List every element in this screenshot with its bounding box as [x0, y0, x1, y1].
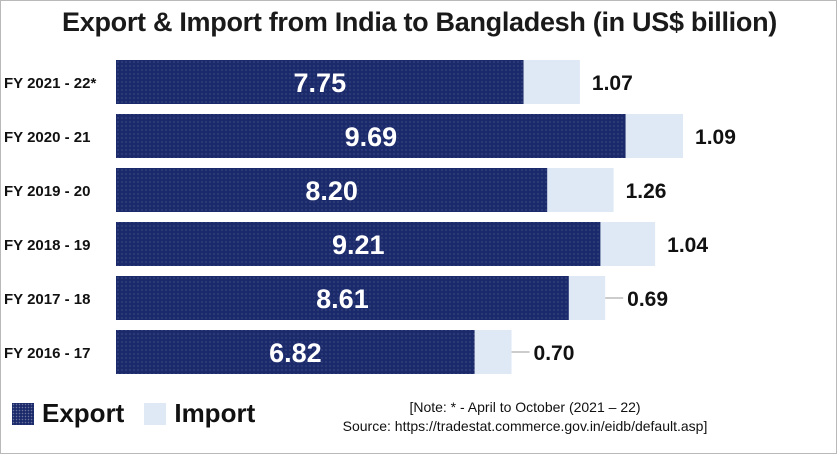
import-bar [547, 168, 614, 212]
import-bar [523, 60, 580, 104]
note-line: [Note: * - April to October (2021 – 22) [409, 399, 641, 415]
export-value-label: 8.20 [305, 176, 358, 206]
import-bar [474, 330, 512, 374]
source-note: [Note: * - April to October (2021 – 22) … [330, 398, 720, 436]
import-bar [625, 114, 684, 158]
export-value-label: 7.75 [294, 68, 347, 98]
category-label: FY 2021 - 22* [4, 75, 96, 92]
import-bar [600, 222, 656, 266]
import-value-label: 0.70 [534, 342, 575, 365]
legend-label-import: Import [174, 398, 256, 428]
export-value-label: 6.82 [269, 338, 322, 368]
chart-title: Export & Import from India to Bangladesh… [62, 7, 777, 37]
legend-item-export: Export [12, 398, 124, 429]
export-bar-texture [116, 222, 601, 266]
category-label: FY 2019 - 20 [4, 183, 90, 200]
import-bar [568, 276, 606, 320]
legend-item-import: Import [144, 398, 255, 429]
import-value-label: 0.69 [627, 288, 668, 311]
import-value-label: 1.26 [626, 180, 667, 203]
export-value-label: 9.21 [332, 230, 385, 260]
legend-swatch-import [144, 402, 167, 425]
export-bar-texture [116, 114, 626, 158]
export-bar-texture [116, 60, 524, 104]
legend-swatch-export [12, 402, 34, 425]
export-bar-texture [116, 276, 569, 320]
source-line: Source: https://tradestat.commerce.gov.i… [342, 418, 708, 434]
category-label: FY 2017 - 18 [4, 291, 90, 308]
export-value-label: 9.69 [345, 122, 398, 152]
legend-label-export: Export [42, 398, 125, 428]
import-value-label: 1.09 [695, 126, 736, 149]
import-value-label: 1.04 [667, 234, 708, 257]
import-value-label: 1.07 [592, 72, 633, 95]
export-bar-texture [116, 168, 548, 212]
export-bar-texture [116, 330, 475, 374]
category-label: FY 2020 - 21 [4, 129, 90, 146]
category-label: FY 2018 - 19 [4, 237, 90, 254]
legend: Export Import [12, 398, 275, 429]
category-label: FY 2016 - 17 [4, 345, 90, 362]
export-value-label: 8.61 [316, 284, 369, 314]
